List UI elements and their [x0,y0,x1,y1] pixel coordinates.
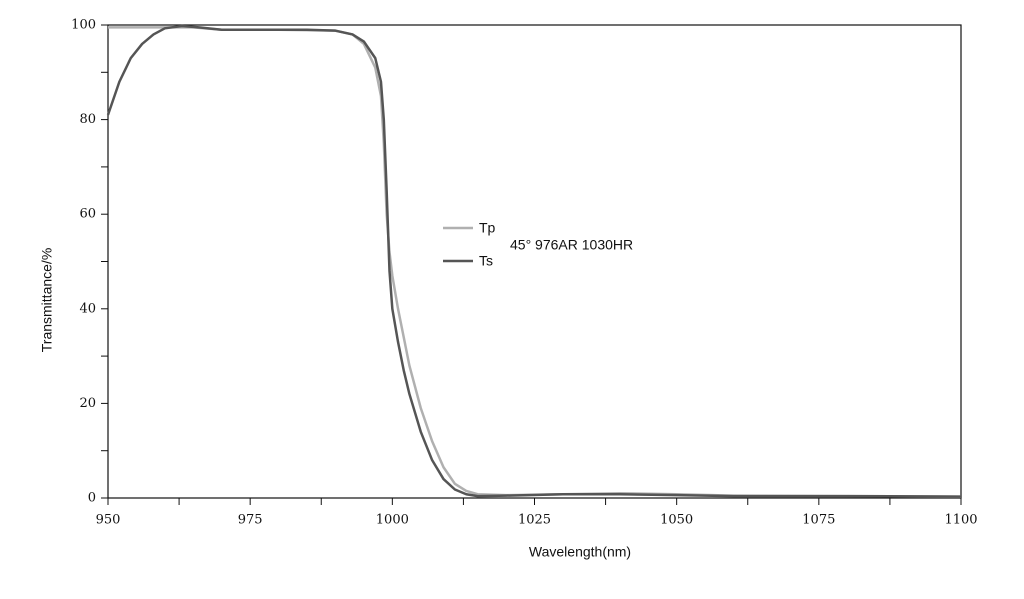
series-line [108,26,962,498]
x-tick-label: 975 [238,513,263,528]
y-tick-label: 80 [79,112,96,127]
x-tick-label: 1025 [518,513,551,528]
x-tick-label: 1000 [376,513,409,528]
annotation: 45° 976AR 1030HR [510,237,633,253]
y-tick-label: 0 [88,491,96,506]
y-tick-label: 20 [79,396,96,411]
series-line [106,24,962,498]
y-tick-label: 100 [71,18,96,33]
x-axis-label: Wavelength(nm) [529,544,631,560]
legend-label: Tp [479,220,496,236]
y-axis-label: Transmittance/% [39,248,55,353]
y-tick-label: 60 [79,207,96,222]
plot-frame [107,24,962,499]
x-tick-label: 1100 [944,513,977,528]
y-tick-label: 40 [79,301,96,316]
x-tick-label: 1050 [660,513,693,528]
legend-label: Ts [479,253,493,269]
x-tick-label: 1075 [802,513,835,528]
x-tick-label: 950 [96,513,121,528]
